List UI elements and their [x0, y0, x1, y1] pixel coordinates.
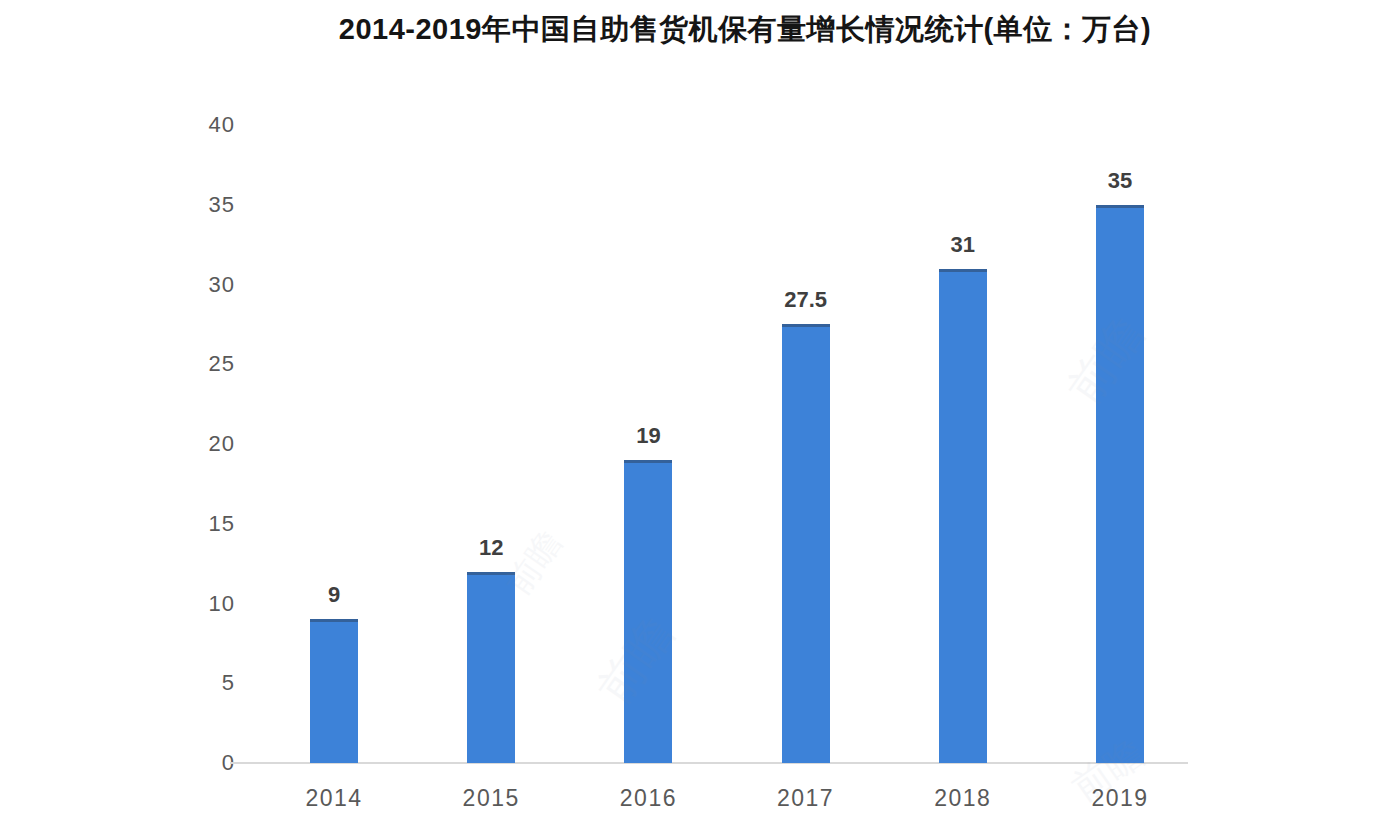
x-tick-label: 2016 — [593, 785, 703, 812]
bar-value-label: 12 — [441, 535, 541, 561]
y-tick-label: 35 — [160, 192, 235, 218]
y-tick-label: 10 — [160, 591, 235, 617]
bar-2018 — [939, 269, 987, 763]
bar-2016 — [624, 460, 672, 763]
chart-page: 2014-2019年中国自助售货机保有量增长情况统计(单位：万台) 0 5 10 15… — [0, 0, 1400, 836]
x-tick-label: 2017 — [751, 785, 861, 812]
x-tick-label: 2014 — [279, 785, 389, 812]
y-tick-label: 40 — [160, 112, 235, 138]
bar-2014 — [310, 619, 358, 763]
bar-value-label: 31 — [913, 232, 1013, 258]
y-tick-label: 0 — [160, 750, 235, 776]
chart-title: 2014-2019年中国自助售货机保有量增长情况统计(单位：万台) — [90, 10, 1400, 50]
y-axis: 0510152025303540 — [160, 125, 235, 805]
bar-2017 — [782, 324, 830, 763]
y-tick-label: 30 — [160, 272, 235, 298]
y-tick-label: 25 — [160, 351, 235, 377]
x-tick-label: 2015 — [436, 785, 546, 812]
plot-area: 9201412201519201627.52017312018352019 — [230, 125, 1188, 763]
y-tick-label: 20 — [160, 431, 235, 457]
y-tick-label: 5 — [160, 670, 235, 696]
bar-value-label: 9 — [284, 582, 384, 608]
x-tick-label: 2018 — [908, 785, 1018, 812]
bar-value-label: 27.5 — [756, 287, 856, 313]
bar-value-label: 19 — [598, 423, 698, 449]
bar-2019 — [1096, 205, 1144, 763]
y-tick-label: 15 — [160, 511, 235, 537]
bar-2015 — [467, 572, 515, 763]
bar-value-label: 35 — [1070, 168, 1170, 194]
x-axis-line — [230, 762, 1188, 764]
x-tick-label: 2019 — [1065, 785, 1175, 812]
